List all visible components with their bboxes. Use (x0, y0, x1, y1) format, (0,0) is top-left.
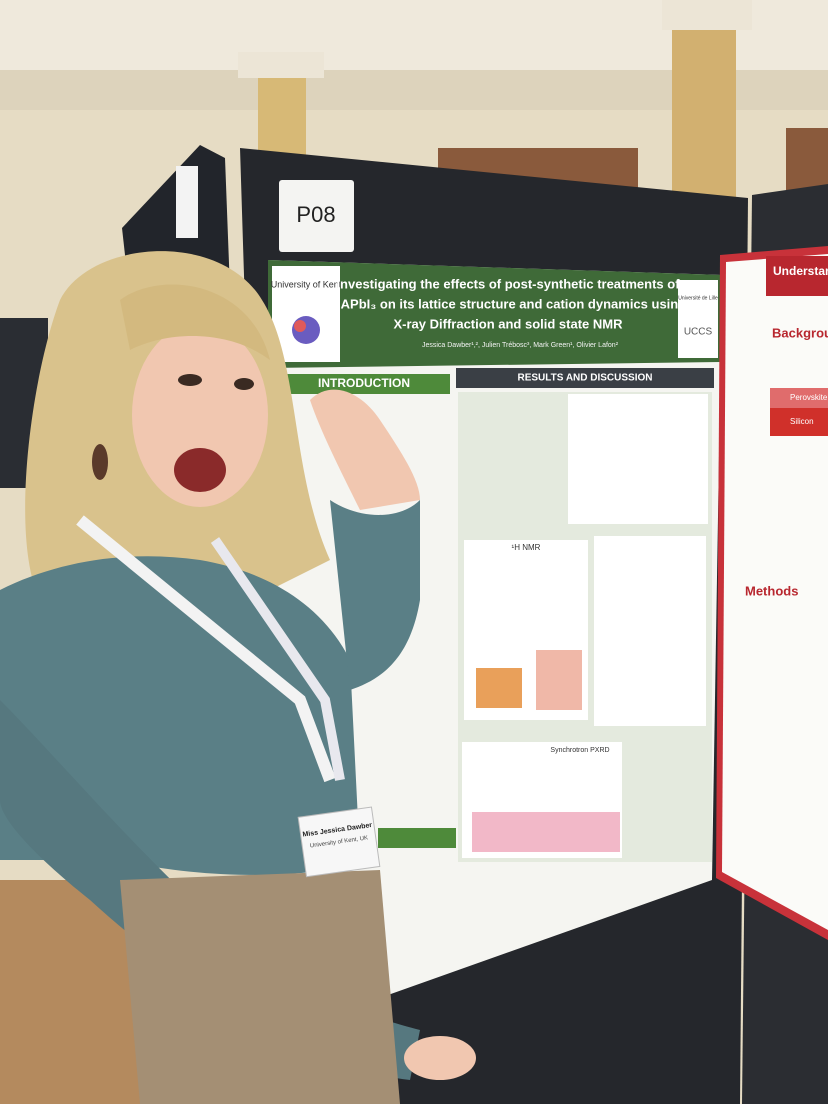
card (176, 166, 198, 238)
hand (310, 389, 420, 510)
logo-mark (294, 320, 306, 332)
section-bar (378, 828, 456, 848)
kent-logo-box (272, 266, 340, 362)
figure (568, 394, 708, 524)
trousers (120, 870, 400, 1104)
blouse (0, 556, 360, 875)
face (132, 323, 268, 507)
right-poster-title: Understan (773, 264, 828, 278)
partner-logo: Université de Lille (678, 295, 718, 301)
section-heading: RESULTS AND DISCUSSION (517, 373, 652, 384)
partner-logo-box (678, 280, 718, 358)
column-capital (238, 52, 324, 78)
right-poster-header (766, 256, 828, 296)
section-heading: Methods (745, 583, 798, 598)
figure-plot (536, 650, 582, 710)
partner-logo: UCCS (684, 327, 713, 338)
figure-label: Synchrotron PXRD (550, 747, 609, 754)
lanyard (76, 515, 336, 783)
name-badge: Miss Jessica Dawber University of Kent, … (297, 806, 381, 878)
poster-authors: Jessica Dawber¹,², Julien Trébosc³, Mark… (422, 342, 619, 349)
eye (234, 378, 254, 390)
hand (404, 1036, 476, 1080)
mouth (174, 448, 226, 492)
material-layer (770, 388, 828, 408)
material-label: Perovskite (790, 393, 828, 402)
section-bar (456, 368, 714, 388)
figure-plot (472, 812, 620, 852)
poster-title-line: X-ray Diffraction and solid state NMR (394, 316, 624, 331)
university-logo: University of Kent (271, 279, 342, 289)
material-layer (770, 408, 828, 436)
poster-header (268, 260, 722, 368)
eye (178, 374, 202, 386)
figure-label: ¹H NMR (512, 543, 541, 552)
section-heading: Background (772, 325, 828, 340)
bangs (120, 284, 270, 360)
poster-title-line: MAPbI₃ on its lattice structure and cati… (330, 296, 686, 311)
badge-card (297, 806, 381, 878)
lanyard (210, 537, 345, 781)
column (672, 20, 736, 200)
earring (92, 444, 108, 480)
column-capital (662, 0, 752, 30)
poster-title-line: Investigating the effects of post-synthe… (336, 276, 680, 291)
figure-plot (476, 668, 522, 708)
board-label: P08 (296, 202, 335, 227)
section-bar (278, 374, 450, 394)
figure (594, 536, 706, 726)
board-label-card (279, 180, 354, 252)
material-label: Silicon (790, 417, 814, 426)
sleeve (330, 500, 420, 690)
section-heading: INTRODUCTION (318, 376, 410, 390)
